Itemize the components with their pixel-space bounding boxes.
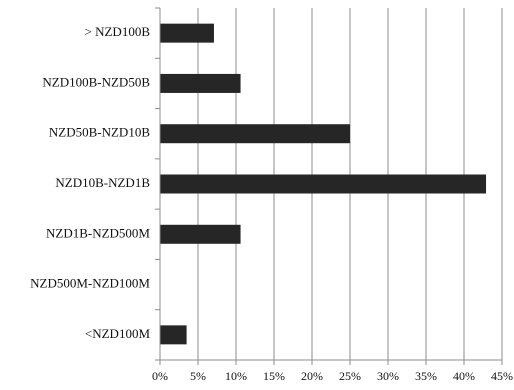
- axes: [155, 7, 503, 365]
- category-label-4: NZD1B-NZD500M: [46, 225, 150, 240]
- bar-2: [160, 124, 350, 144]
- category-label-1: NZD100B-NZD50B: [42, 74, 150, 89]
- labels: > NZD100B NZD100B-NZD50B NZD50B-NZD10B NZD1…: [30, 24, 513, 383]
- x-tick-label-40: 40%: [453, 369, 475, 383]
- bar-3: [160, 174, 487, 194]
- bar-0: [160, 23, 214, 43]
- category-label-2: NZD50B-NZD10B: [49, 125, 150, 140]
- x-tick-label-30: 30%: [377, 369, 399, 383]
- bar-1: [160, 73, 241, 93]
- category-label-5: NZD500M-NZD100M: [30, 276, 150, 291]
- bar-6: [160, 325, 187, 345]
- x-tick-label-20: 20%: [301, 369, 323, 383]
- x-tick-label-15: 15%: [263, 369, 285, 383]
- category-label-0: > NZD100B: [85, 24, 151, 39]
- category-label-6: <NZD100M: [85, 326, 151, 341]
- x-tick-label-25: 25%: [339, 369, 361, 383]
- x-tick-label-10: 10%: [225, 369, 247, 383]
- x-tick-label-35: 35%: [415, 369, 437, 383]
- x-tick-label-0: 0%: [152, 369, 168, 383]
- bar-4: [160, 224, 241, 244]
- bars: [160, 23, 487, 345]
- x-tick-label-45: 45%: [491, 369, 513, 383]
- x-tick-label-5: 5%: [190, 369, 206, 383]
- category-label-3: NZD10B-NZD1B: [55, 175, 150, 190]
